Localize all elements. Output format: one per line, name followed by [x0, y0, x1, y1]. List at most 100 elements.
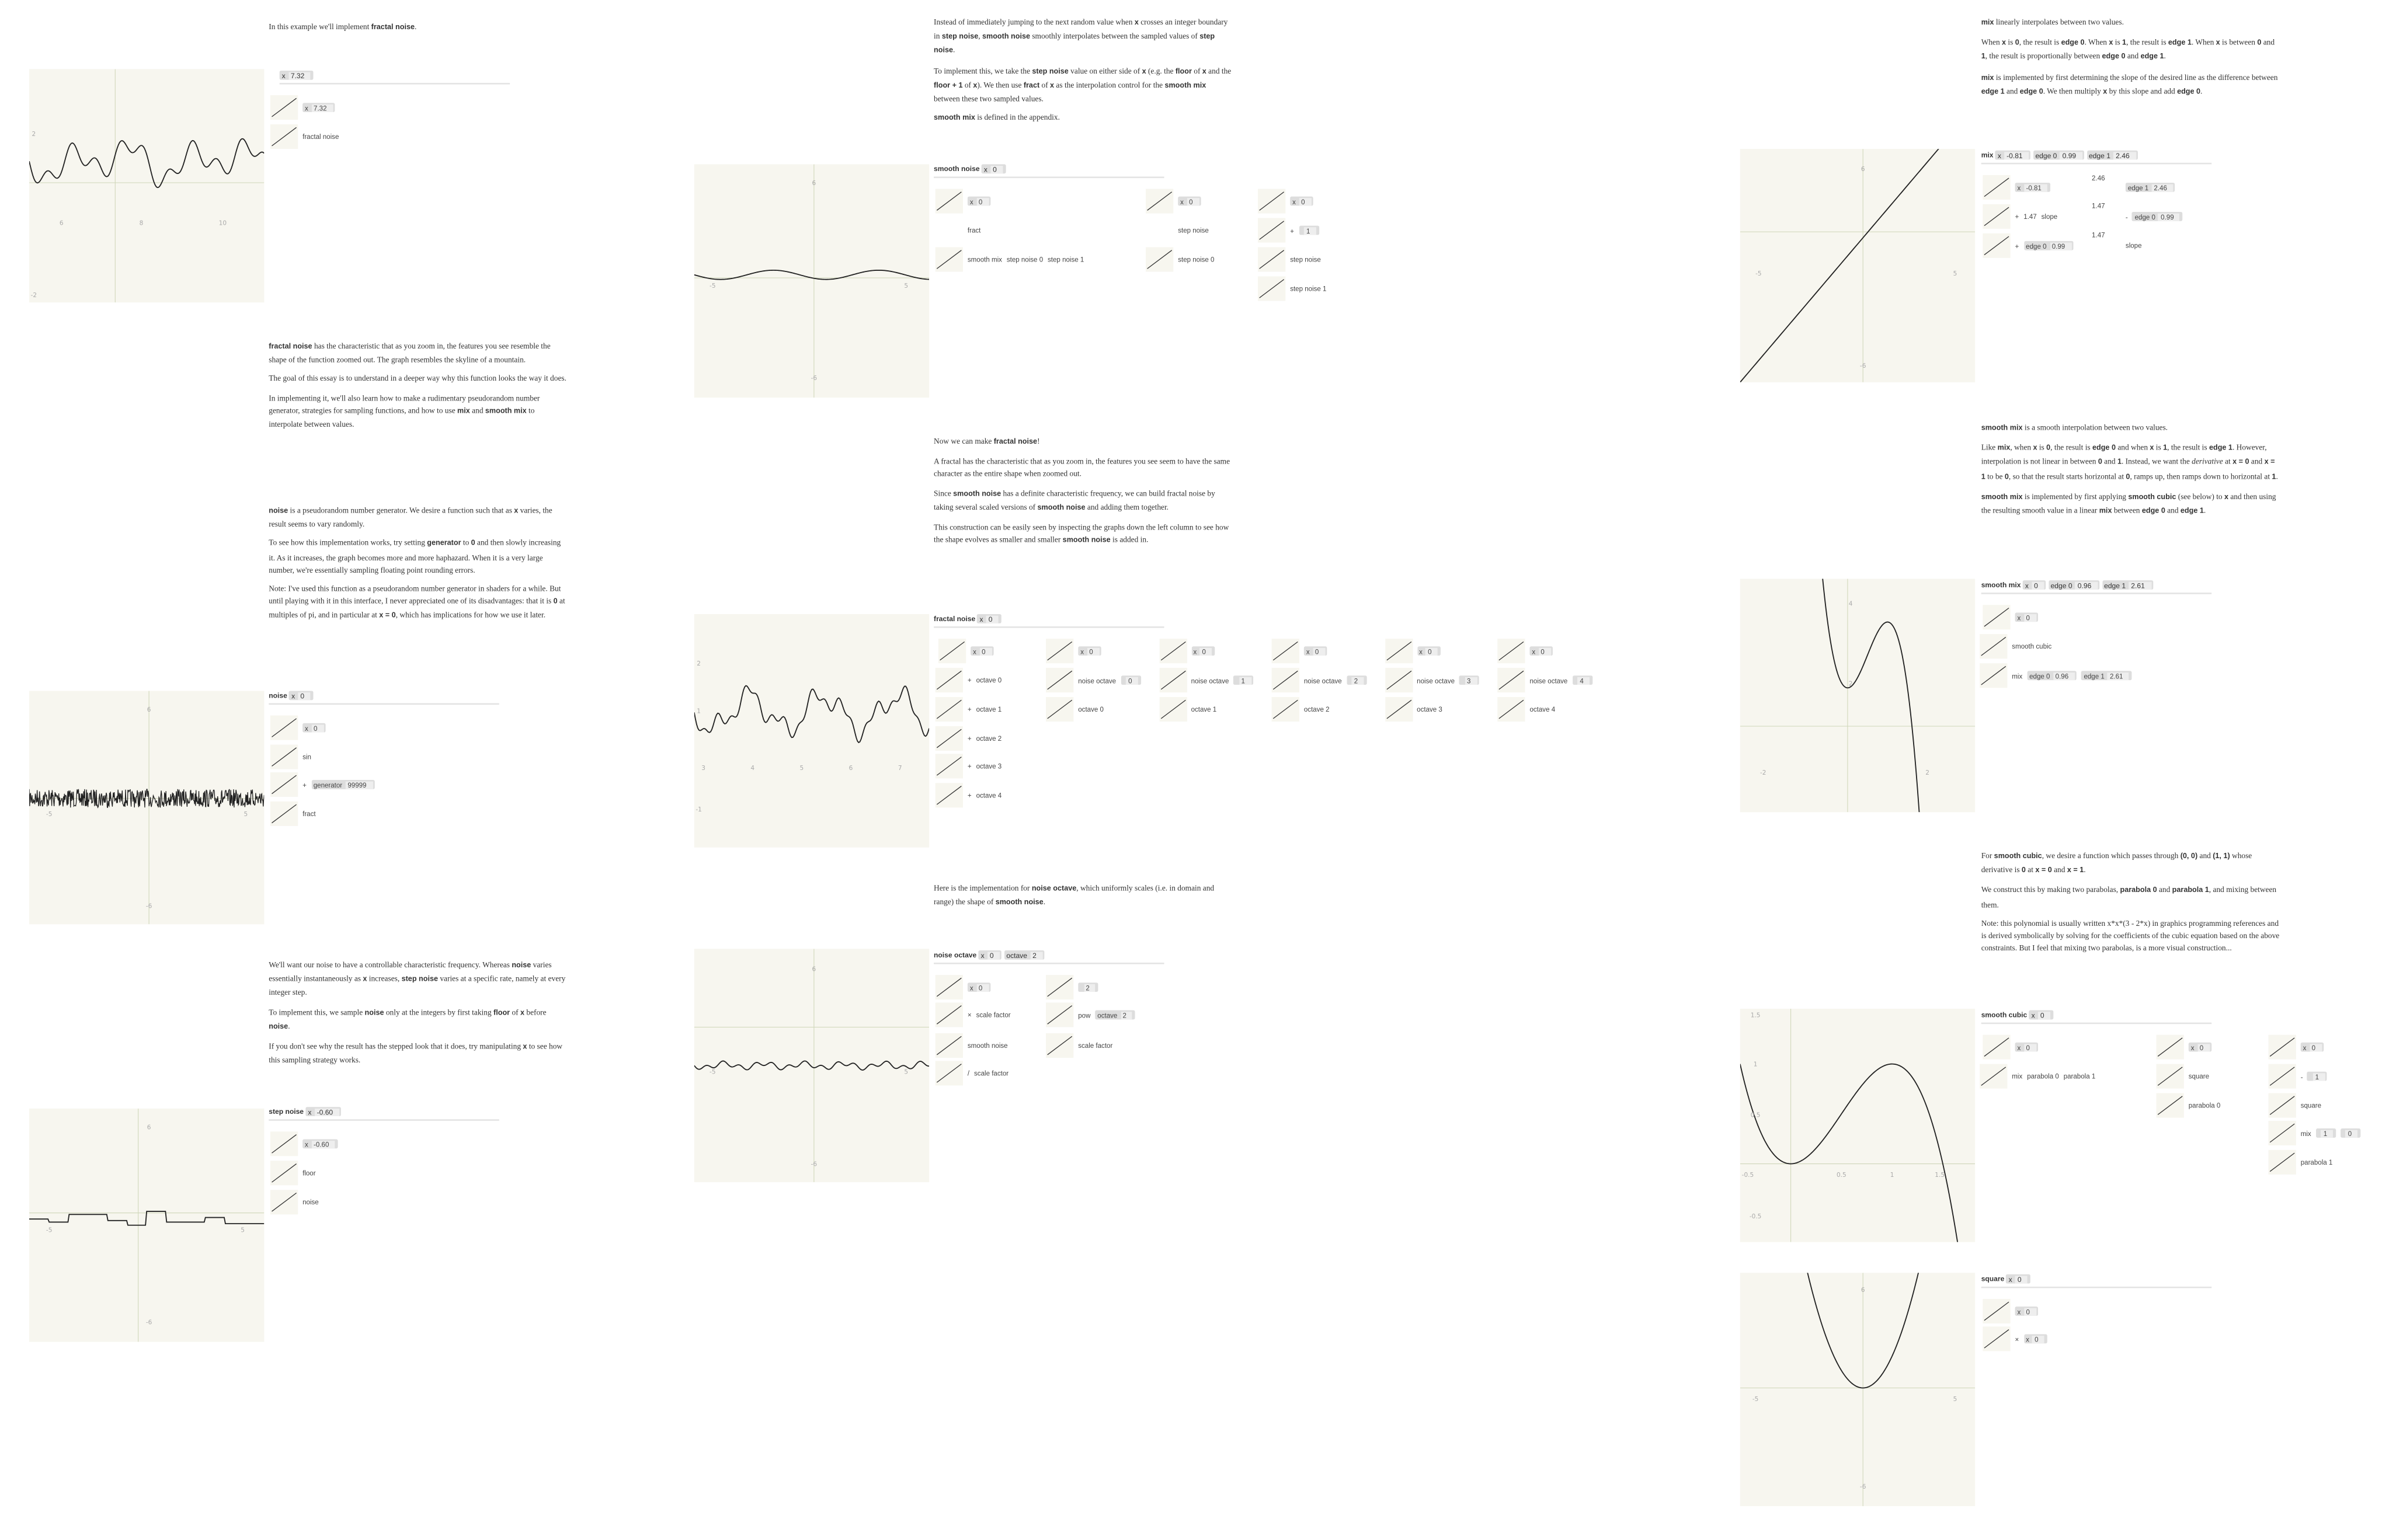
param-value[interactable]: 0 [1425, 647, 1438, 655]
param-chip[interactable]: edge 0 0.96 [2048, 580, 2100, 590]
param-value[interactable]: 0 [979, 647, 992, 655]
param-value[interactable]: 0 [1538, 647, 1551, 655]
param-chip[interactable]: x 7.32 [302, 103, 335, 112]
param-value[interactable]: 0.96 [2075, 581, 2098, 589]
param-chip[interactable]: 3 [1459, 675, 1479, 685]
param-value[interactable]: 2 [1120, 1011, 1133, 1019]
param-chip[interactable]: edge 1 2.46 [2086, 150, 2138, 160]
param-value[interactable]: -0.81 [2023, 183, 2048, 191]
param-chip[interactable]: x -0.81 [2015, 182, 2050, 192]
param-value[interactable]: 0 [2023, 1043, 2036, 1051]
param-value[interactable]: 0 [1126, 676, 1139, 684]
param-chip[interactable]: x -0.60 [305, 1107, 342, 1117]
param-value[interactable]: 2.46 [2151, 183, 2174, 191]
param-chip[interactable]: edge 0 0.99 [2033, 150, 2085, 160]
param-value[interactable]: 2 [1083, 983, 1096, 991]
param-chip[interactable]: edge 1 2.46 [2125, 182, 2176, 192]
param-value[interactable]: 0 [2037, 1011, 2051, 1019]
param-value[interactable]: 1 [2321, 1129, 2334, 1137]
param-chip[interactable]: octave 2 [1095, 1010, 1135, 1020]
param-chip[interactable]: 0 [1120, 675, 1141, 685]
param-chip[interactable]: 0 [2340, 1128, 2360, 1138]
param-chip[interactable]: edge 0 0.99 [2132, 211, 2183, 221]
param-chip[interactable]: 1 [1233, 675, 1254, 685]
param-chip[interactable]: generator 99999 [311, 780, 375, 789]
param-chip[interactable]: x -0.81 [1995, 150, 2032, 160]
param-value[interactable]: 0 [2015, 1275, 2028, 1283]
param-value[interactable]: -0.60 [314, 1107, 339, 1116]
param-value[interactable]: 0 [2309, 1043, 2322, 1051]
param-value[interactable]: 0 [298, 691, 311, 699]
param-chip[interactable]: edge 1 2.61 [2081, 671, 2131, 681]
param-value[interactable]: 0 [986, 615, 999, 622]
param-chip[interactable]: edge 0 0.96 [2027, 671, 2077, 681]
param-value[interactable]: 2.61 [2108, 671, 2130, 680]
param-value[interactable]: 0.99 [2060, 151, 2082, 159]
param-value[interactable]: 2.46 [2113, 151, 2136, 159]
param-value[interactable]: 0 [2345, 1129, 2358, 1137]
param-value[interactable]: 0 [990, 165, 1003, 173]
param-value[interactable]: 0.99 [2158, 212, 2181, 220]
param-value[interactable]: -0.60 [311, 1140, 335, 1148]
param-chip[interactable]: 1 [2307, 1071, 2328, 1081]
param-value[interactable]: 0 [1087, 647, 1100, 655]
param-value[interactable]: 7.32 [288, 71, 311, 79]
param-value[interactable]: 0 [1187, 197, 1199, 205]
param-chip[interactable]: 2 [1346, 675, 1366, 685]
param-value[interactable]: 2 [1351, 676, 1364, 684]
param-value[interactable]: 1 [1239, 676, 1251, 684]
param-value[interactable]: 0 [2023, 1307, 2036, 1315]
param-chip[interactable]: x -0.60 [302, 1139, 338, 1149]
param-chip[interactable]: x 7.32 [279, 70, 313, 80]
param-value[interactable]: 0 [1299, 197, 1312, 205]
param-chip[interactable]: 1 [1298, 225, 1319, 235]
param-value[interactable]: 0 [2023, 613, 2036, 621]
param-value[interactable]: 1 [2312, 1072, 2325, 1081]
param-value[interactable]: 0 [1199, 647, 1212, 655]
param-chip[interactable]: 4 [1572, 675, 1592, 685]
param-value[interactable]: 0 [1312, 647, 1325, 655]
param-value[interactable]: 0 [976, 197, 989, 205]
param-value[interactable]: 2.61 [2129, 581, 2151, 589]
param-value[interactable]: 0.99 [2049, 242, 2071, 249]
param-value[interactable]: 3 [1465, 676, 1477, 684]
param-value[interactable]: 0 [2032, 581, 2044, 589]
param-chip[interactable]: edge 0 0.99 [2023, 241, 2074, 250]
param-value[interactable]: 4 [1577, 676, 1590, 684]
param-value[interactable]: 0.96 [2053, 671, 2075, 680]
param-value[interactable]: 0 [2197, 1043, 2210, 1051]
param-chip[interactable]: 1 [2315, 1128, 2336, 1138]
param-value[interactable]: 0 [987, 951, 1000, 959]
param-value[interactable]: 0 [2032, 1335, 2045, 1343]
param-value[interactable]: 2 [1030, 951, 1043, 959]
param-chip[interactable]: octave 2 [1004, 950, 1045, 960]
param-value[interactable]: 7.32 [311, 103, 333, 112]
param-value[interactable]: 1 [1304, 226, 1316, 235]
param-chip[interactable]: 2 [1078, 982, 1098, 992]
param-chip[interactable]: edge 1 2.61 [2102, 580, 2154, 590]
